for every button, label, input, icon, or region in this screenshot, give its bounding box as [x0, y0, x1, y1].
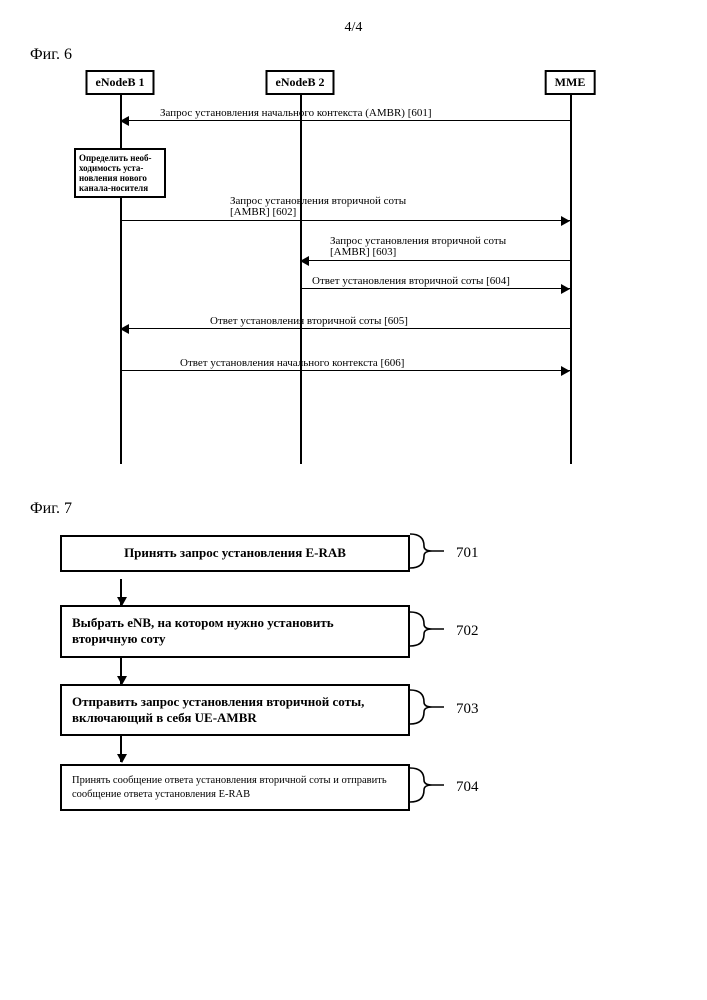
actor-box: MME: [545, 70, 596, 95]
flow-arrow: [60, 658, 410, 684]
arrow-down-icon: [120, 658, 122, 684]
actor-box: eNodeB 1: [86, 70, 155, 95]
message-line: [120, 328, 570, 329]
message-label: Запрос установления вторичной соты[AMBR]…: [330, 236, 506, 258]
flow-step-box: Выбрать eNB, на котором нужно установить…: [60, 605, 410, 658]
brace-icon: [410, 606, 452, 657]
lifeline: [570, 94, 572, 464]
sequence-diagram: eNodeB 1 eNodeB 2 MME Определить необ-ходим…: [50, 70, 610, 470]
brace-icon: [410, 762, 452, 813]
actor-box: eNodeB 2: [266, 70, 335, 95]
flow-step-number: 702: [456, 623, 479, 640]
page-number: 4/4: [30, 20, 677, 36]
message-line: [120, 220, 570, 221]
message-label: Ответ установления вторичной соты [605]: [210, 315, 408, 327]
flow-step-number: 701: [456, 545, 479, 562]
flow-step-number: 704: [456, 779, 479, 796]
message-line: [300, 288, 570, 289]
arrow-head-icon: [300, 256, 309, 266]
lifeline: [300, 94, 302, 464]
arrow-down-icon: [120, 736, 122, 762]
message-line: [120, 370, 570, 371]
flow-step-box: Отправить запрос установления вторичной …: [60, 684, 410, 737]
arrow-head-icon: [561, 366, 570, 376]
arrow-head-icon: [561, 284, 570, 294]
flow-step-box: Принять запрос установления E-RAB: [60, 535, 410, 571]
fig7-label: Фиг. 7: [30, 500, 677, 518]
arrow-head-icon: [120, 116, 129, 126]
arrow-head-icon: [561, 216, 570, 226]
message-label: Ответ установления начального контекста …: [180, 357, 404, 369]
flow-arrow: [60, 579, 410, 605]
fig6-label: Фиг. 6: [30, 46, 677, 64]
brace-icon: [410, 684, 452, 735]
flow-row: Принять запрос установления E-RAB 701: [60, 528, 580, 579]
note-box: Определить необ-ходимость уста-новления …: [74, 148, 166, 198]
flow-row: Принять сообщение ответа установления вт…: [60, 762, 580, 813]
brace-icon: [410, 528, 452, 579]
flow-row: Выбрать eNB, на котором нужно установить…: [60, 605, 580, 658]
arrow-down-icon: [120, 579, 122, 605]
message-line: [300, 260, 570, 261]
flow-step-box: Принять сообщение ответа установления вт…: [60, 764, 410, 810]
message-label: Запрос установления начального контекста…: [160, 107, 432, 119]
flowchart: Принять запрос установления E-RAB 701 Выбр…: [60, 528, 580, 813]
flow-row: Отправить запрос установления вторичной …: [60, 684, 580, 737]
flow-step-number: 703: [456, 701, 479, 718]
message-line: [120, 120, 570, 121]
message-label: Запрос установления вторичной соты[AMBR]…: [230, 196, 406, 218]
arrow-head-icon: [120, 324, 129, 334]
flow-arrow: [60, 736, 410, 762]
message-label: Ответ установления вторичной соты [604]: [312, 275, 510, 287]
